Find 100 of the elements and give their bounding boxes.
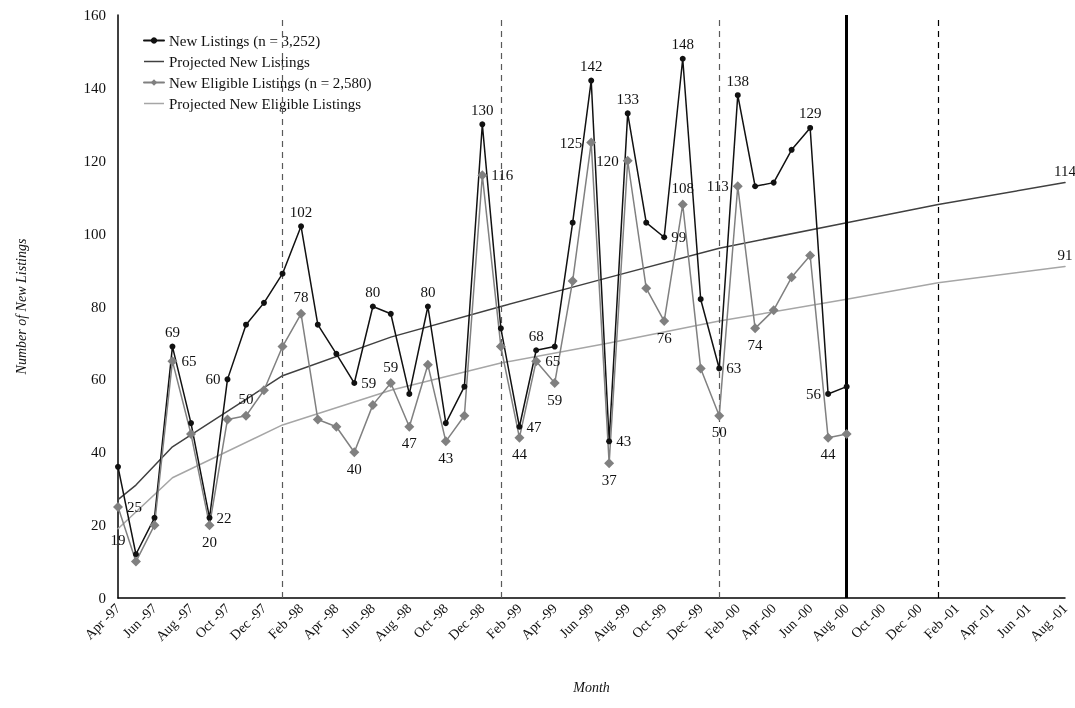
point xyxy=(695,363,706,374)
data-label: 114 xyxy=(1054,163,1075,180)
point xyxy=(479,121,486,128)
data-label: 133 xyxy=(616,90,639,107)
point xyxy=(843,383,850,390)
data-label: 40 xyxy=(346,460,362,477)
point xyxy=(788,146,795,153)
point xyxy=(387,310,394,317)
point xyxy=(331,421,342,432)
point xyxy=(385,378,396,389)
point xyxy=(622,155,633,166)
point xyxy=(716,365,723,372)
data-label: 99 xyxy=(671,229,687,246)
point xyxy=(424,303,431,310)
data-label: 44 xyxy=(511,446,528,463)
point xyxy=(567,275,578,286)
point xyxy=(258,385,269,396)
data-label: 142 xyxy=(579,58,603,75)
data-label: 20 xyxy=(202,533,218,550)
data-label: 44 xyxy=(820,446,837,463)
data-label: 47 xyxy=(401,435,418,452)
point xyxy=(404,421,415,432)
legend-label: New Listings (n = 3,252) xyxy=(169,32,321,50)
point xyxy=(204,520,215,531)
data-label: 78 xyxy=(293,289,309,306)
y-tick-label: 100 xyxy=(83,225,106,242)
data-label: 116 xyxy=(491,167,514,184)
data-label: 43 xyxy=(438,449,454,466)
point xyxy=(497,325,504,332)
point xyxy=(825,390,832,397)
point xyxy=(277,341,288,352)
point xyxy=(440,436,451,447)
point xyxy=(115,463,121,470)
y-axis-title: Number of New Listings xyxy=(13,238,29,376)
data-label: 120 xyxy=(596,152,619,169)
data-label: 76 xyxy=(656,329,673,346)
point xyxy=(243,321,250,328)
data-label: 59 xyxy=(383,358,399,375)
data-label: 91 xyxy=(1057,246,1073,263)
y-tick-label: 60 xyxy=(91,371,106,388)
data-label: 80 xyxy=(365,284,381,300)
x-axis-title: Month xyxy=(572,679,610,695)
data-label: 148 xyxy=(671,36,694,53)
point xyxy=(714,410,725,421)
point xyxy=(132,551,139,558)
data-label: 25 xyxy=(127,498,142,515)
point xyxy=(643,219,650,226)
point xyxy=(461,383,468,390)
point xyxy=(750,323,761,334)
point xyxy=(298,223,305,230)
point xyxy=(185,429,196,440)
legend-label: Projected New Listings xyxy=(169,53,310,70)
point xyxy=(130,556,141,567)
y-tick-label: 140 xyxy=(83,79,106,96)
data-label: 59 xyxy=(361,375,377,392)
point xyxy=(786,272,797,283)
data-label: 68 xyxy=(528,327,544,344)
data-label: 50 xyxy=(711,424,727,441)
point xyxy=(279,270,286,277)
point xyxy=(514,432,525,443)
point xyxy=(807,124,814,131)
data-label: 59 xyxy=(547,391,563,408)
point xyxy=(459,410,470,421)
data-label: 63 xyxy=(726,360,742,377)
point xyxy=(531,356,542,367)
data-label: 65 xyxy=(181,353,197,370)
point xyxy=(569,219,576,226)
point xyxy=(187,420,194,427)
point xyxy=(149,520,160,531)
point xyxy=(697,296,704,303)
data-label: 113 xyxy=(706,178,729,195)
y-tick-label: 20 xyxy=(91,517,106,534)
line-series xyxy=(117,265,1066,530)
point xyxy=(659,316,670,327)
y-tick-label: 80 xyxy=(91,298,106,315)
point xyxy=(732,181,743,192)
legend-label: Projected New Eligible Listings xyxy=(169,95,362,112)
point xyxy=(604,458,615,469)
point xyxy=(823,432,834,443)
point xyxy=(422,359,433,370)
y-tick-label: 120 xyxy=(83,152,106,169)
point xyxy=(314,321,321,328)
data-label: 69 xyxy=(164,324,180,341)
point xyxy=(167,356,178,367)
point xyxy=(549,378,560,389)
y-tick-label: 160 xyxy=(83,7,106,23)
data-label: 138 xyxy=(726,72,750,89)
point xyxy=(260,299,267,306)
data-label: 43 xyxy=(616,433,632,450)
point xyxy=(768,305,779,316)
point xyxy=(367,399,378,410)
data-label: 74 xyxy=(747,336,764,353)
point xyxy=(606,438,613,445)
point xyxy=(442,420,449,427)
point xyxy=(588,77,595,84)
data-label: 130 xyxy=(471,101,494,118)
data-label: 80 xyxy=(420,284,436,300)
point xyxy=(369,303,376,310)
data-label: 56 xyxy=(806,385,822,402)
point xyxy=(661,234,668,241)
